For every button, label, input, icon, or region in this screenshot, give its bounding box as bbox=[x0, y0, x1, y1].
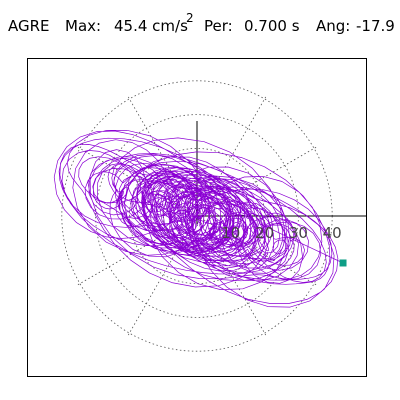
angle-value: -17.9 bbox=[356, 17, 395, 35]
end-marker bbox=[339, 259, 347, 267]
grid-spoke-300 bbox=[196, 215, 268, 338]
end-marker-group bbox=[339, 259, 347, 267]
radial-tick-label-10: 10 bbox=[221, 224, 240, 242]
orbit-trace bbox=[53, 129, 344, 308]
radial-tick-label-30: 30 bbox=[289, 224, 308, 242]
radial-tick-label-20: 20 bbox=[255, 224, 274, 242]
radial-tick-label-40: 40 bbox=[323, 224, 342, 242]
period-label: Per: bbox=[204, 17, 233, 35]
grid-spoke-150 bbox=[75, 145, 198, 217]
grid-spoke-30 bbox=[196, 145, 319, 217]
max-value: 45.4 cm/s bbox=[114, 17, 188, 35]
grid-spoke-120 bbox=[126, 94, 198, 217]
max-unit-exponent: 2 bbox=[186, 11, 194, 25]
grid-spoke-330 bbox=[196, 215, 319, 287]
max-label: Max: bbox=[65, 17, 102, 35]
period-value: 0.700 s bbox=[244, 17, 300, 35]
grid-spoke-240 bbox=[126, 215, 198, 338]
title-bar: AGRE Max: 45.4 cm/s 2 Per: 0.700 s Ang: … bbox=[0, 0, 400, 48]
grid-spoke-60 bbox=[196, 94, 268, 217]
orbit-path bbox=[53, 129, 344, 308]
grid-spoke-210 bbox=[75, 215, 198, 287]
radial-tick-labels: 10 20 30 40 bbox=[221, 224, 341, 242]
plot-frame bbox=[27, 58, 367, 377]
station-code: AGRE bbox=[8, 17, 50, 35]
angle-label: Ang: bbox=[316, 17, 351, 35]
